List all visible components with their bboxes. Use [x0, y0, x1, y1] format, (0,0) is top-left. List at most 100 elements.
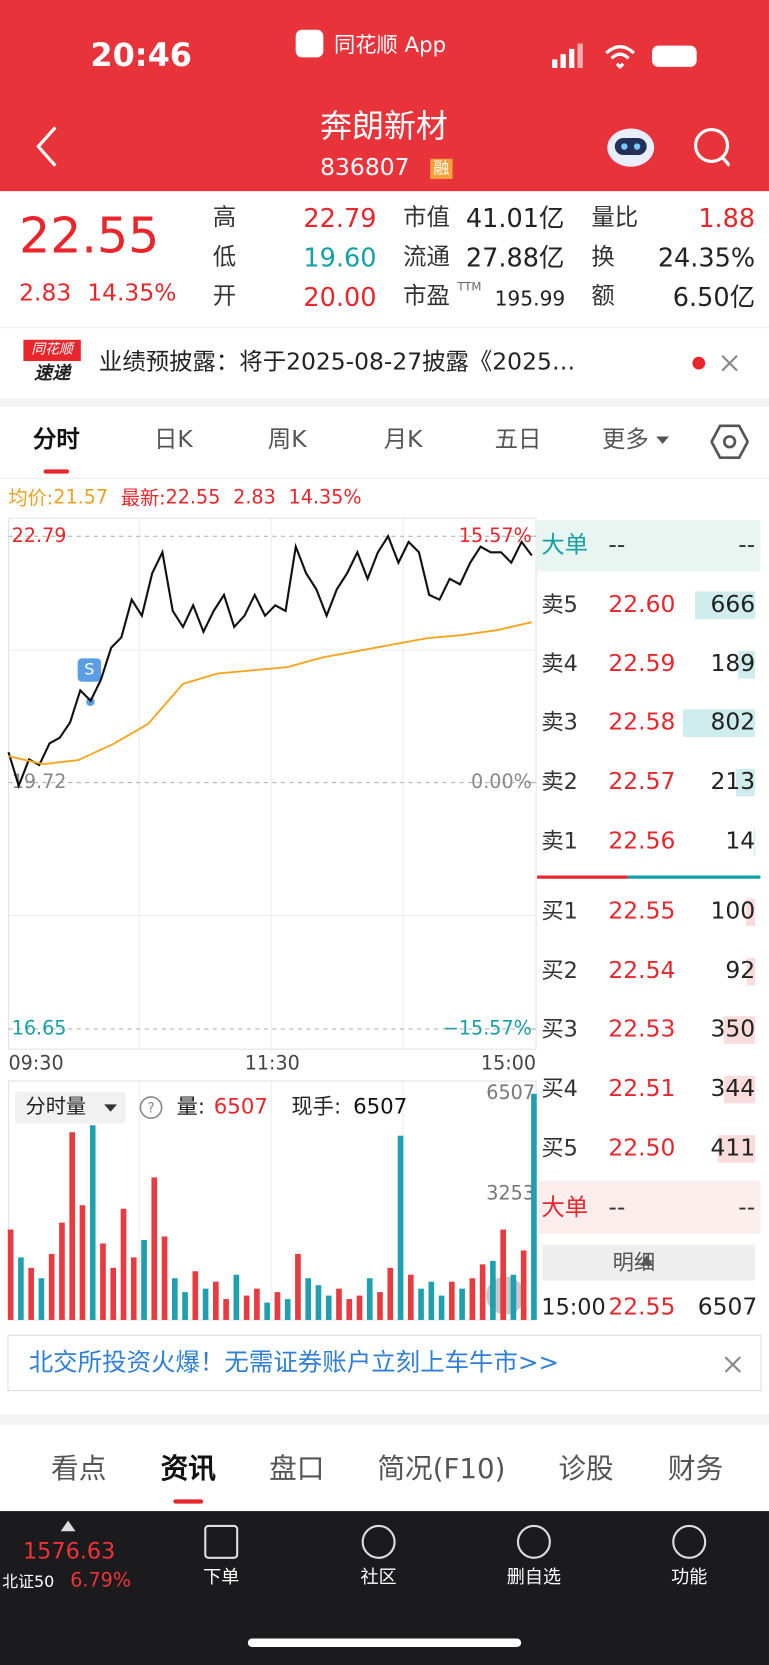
nav-icon[interactable] [516, 1524, 551, 1559]
margin-badge: 融 [430, 158, 453, 179]
book-volume: 666 [710, 590, 755, 618]
chart-tab[interactable]: 分时 [32, 426, 80, 454]
stat-label: 市值 [403, 204, 450, 232]
volume-selector[interactable] [14, 1091, 126, 1124]
y-tick-label: 6507 [486, 1081, 535, 1104]
stat-label: 量比 [591, 204, 639, 232]
book-label: 卖5 [541, 592, 578, 618]
hand-label: 现手: [291, 1095, 341, 1120]
index-value[interactable]: 1576.63 [22, 1538, 116, 1564]
nav-label[interactable]: 删自选 [506, 1566, 562, 1589]
content-tab[interactable]: 看点 [51, 1453, 107, 1486]
nav-label[interactable]: 功能 [671, 1566, 708, 1589]
volume-bar [264, 1302, 270, 1320]
banner-close[interactable] [723, 1355, 742, 1374]
volume-bar [449, 1281, 455, 1320]
content-tab[interactable]: 简况(F10) [377, 1453, 506, 1486]
volume-bar [130, 1257, 137, 1320]
status-icons [552, 43, 697, 70]
book-label: 买1 [541, 899, 578, 925]
content-tab[interactable]: 盘口 [269, 1453, 325, 1486]
volume-bar [746, 898, 756, 926]
stat-label: 市盈 [403, 283, 450, 311]
banner[interactable] [7, 1334, 762, 1392]
volume-bar [274, 1292, 281, 1320]
news-text[interactable]: 业绩预披露：将于2025-08-27披露《2025… [98, 349, 576, 376]
book-price: 22.60 [608, 590, 675, 618]
volume-bar [223, 1299, 229, 1320]
book-dash: -- [608, 1193, 625, 1221]
chart-tab[interactable]: 周K [267, 426, 307, 454]
s-marker[interactable] [77, 658, 102, 682]
book-volume: 100 [710, 897, 755, 925]
book-label: 卖2 [541, 769, 578, 795]
stock-name: 奔朗新材 [320, 108, 448, 146]
volume-bar [500, 1229, 506, 1320]
chart-tab[interactable]: 五日 [494, 426, 542, 454]
volume-bar [171, 1278, 178, 1320]
stat-value: 6.50亿 [672, 282, 756, 313]
separator [0, 398, 769, 407]
dropdown-arrow [104, 1104, 117, 1112]
volume-bar [753, 828, 756, 856]
volume-bar [682, 709, 756, 737]
header-actions[interactable] [602, 119, 730, 172]
order-header-bg [537, 520, 761, 572]
content-tab[interactable]: 诊股 [558, 1453, 614, 1486]
y-tick-label: 19.72 [12, 770, 67, 793]
stat-value: 19.60 [303, 243, 377, 273]
chart-tab[interactable]: 日K [153, 426, 193, 454]
x-tick-label: 11:30 [245, 1052, 300, 1075]
book-label: 卖4 [541, 651, 578, 677]
volume-bar [438, 1295, 445, 1320]
avg-label: 均价: [8, 487, 54, 510]
volume-bar [192, 1271, 199, 1320]
book-price: 22.57 [608, 767, 675, 795]
help-icon[interactable] [139, 1096, 163, 1119]
banner-text[interactable]: 北交所投资火爆！无需证券账户立刻上车牛市>> [28, 1349, 559, 1377]
chart-tab[interactable]: 月K [383, 426, 423, 454]
stat-label: 开 [212, 283, 237, 311]
book-dash: -- [738, 1193, 755, 1221]
price-line [7, 533, 533, 790]
y-tick-label: 22.79 [12, 524, 67, 547]
nav-icon[interactable] [361, 1524, 396, 1559]
stat-label: 换 [591, 244, 615, 271]
volume-bar [531, 1093, 537, 1320]
book-volume: 411 [710, 1133, 755, 1161]
nav-icon[interactable] [672, 1524, 707, 1559]
avg-value: 21.57 [53, 485, 109, 509]
volume-bar [407, 1274, 414, 1320]
stat-value: 195.99 [494, 287, 566, 311]
volume-bar [89, 1125, 96, 1320]
nav-icon[interactable] [204, 1524, 239, 1559]
settings-icon[interactable] [710, 423, 749, 461]
news-close[interactable] [720, 354, 739, 373]
volume-bar [254, 1288, 260, 1320]
stat-value: 27.88亿 [465, 243, 565, 273]
volume-bar [243, 1295, 250, 1320]
volume-bar [233, 1274, 240, 1320]
volume-bar [38, 1278, 45, 1320]
y2-tick-label: 0.00% [471, 770, 532, 793]
nav-label[interactable]: 下单 [203, 1566, 240, 1589]
volume-bar [295, 1253, 301, 1320]
book-price: 22.51 [608, 1074, 675, 1102]
volume-bar [100, 1243, 106, 1320]
tab-underline [173, 1499, 204, 1504]
trade-price: 22.55 [608, 1293, 675, 1321]
qty-value: 6507 [214, 1095, 268, 1120]
stat-label: 低 [212, 244, 237, 271]
back-button[interactable] [32, 125, 64, 167]
volume-bar [520, 1250, 527, 1320]
hand-value: 6507 [353, 1095, 407, 1120]
volume-bar [213, 1281, 219, 1320]
content-tab[interactable]: 财务 [667, 1453, 724, 1486]
volume-bar [418, 1288, 424, 1320]
content-tab[interactable]: 资讯 [160, 1453, 216, 1486]
sort-arrow [640, 1255, 654, 1266]
nav-label[interactable]: 社区 [360, 1566, 397, 1589]
status-app[interactable]: 同花顺 App [333, 31, 447, 58]
chart-tab[interactable]: 更多 [601, 426, 649, 454]
